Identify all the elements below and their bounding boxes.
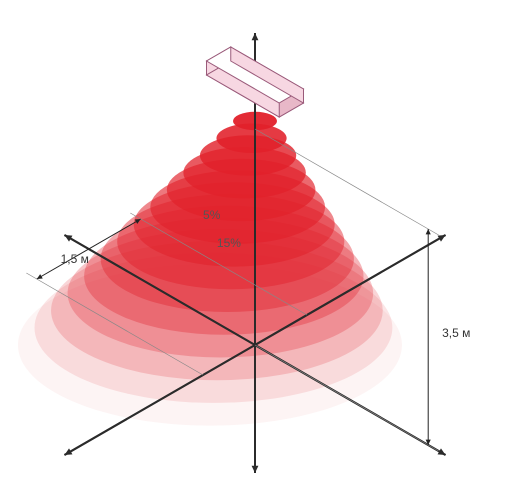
dim-label: 3,5 м: [442, 326, 470, 340]
detection-cone: [18, 112, 402, 426]
dim-label: 1,5 м: [61, 252, 89, 266]
percent-label: 5%: [203, 208, 221, 222]
percent-label: 15%: [217, 236, 241, 250]
